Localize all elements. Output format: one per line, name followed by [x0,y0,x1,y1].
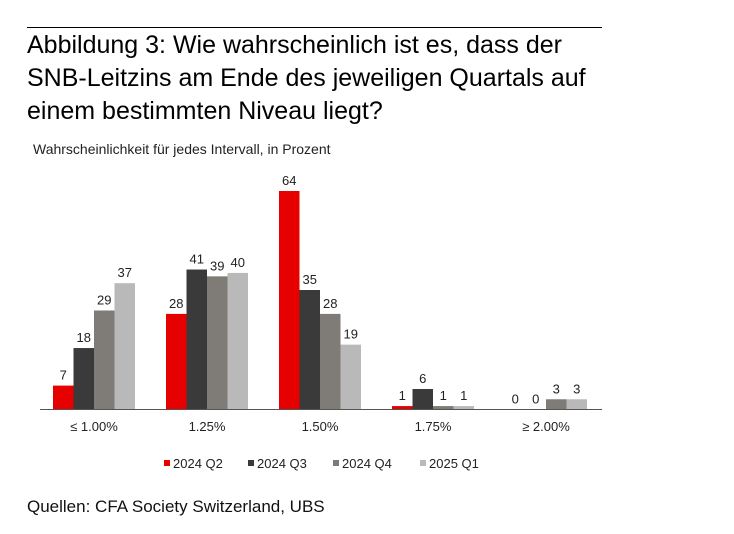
bar-2024-q2-2 [279,191,300,410]
chart-title: Abbildung 3: Wie wahrscheinlich ist es, … [27,31,586,125]
data-label-2024-q2-0: 7 [60,368,67,383]
bar-2024-q4-0 [94,310,115,410]
x-tick-label-1: 1.25% [189,419,226,434]
bar-2025-q1-0 [114,283,135,410]
data-label-2024-q4-1: 39 [210,258,224,273]
bar-2024-q4-2 [320,313,341,410]
legend-swatch-2025-q1 [420,460,426,466]
source-note: Quellen: CFA Society Switzerland, UBS [27,497,325,516]
bar-2024-q4-1 [207,276,228,410]
x-tick-label-4: ≥ 2.00% [522,419,570,434]
bar-2024-q3-0 [73,348,94,410]
data-label-2025-q1-2: 19 [344,327,358,342]
data-label-2025-q1-1: 40 [231,255,245,270]
data-label-2024-q2-3: 1 [399,388,406,403]
data-label-2024-q4-4: 3 [553,381,560,396]
legend-label-2024-q3: 2024 Q3 [257,456,307,471]
legend-swatch-2024-q4 [333,460,339,466]
bar-2024-q3-3 [412,389,433,410]
x-tick-label-2: 1.50% [302,419,339,434]
data-label-2024-q3-4: 0 [532,392,539,407]
data-label-2024-q2-4: 0 [512,392,519,407]
title-rule [27,27,602,28]
data-label-2025-q1-0: 37 [118,265,132,280]
data-label-2024-q2-2: 64 [282,173,296,188]
legend-label-2025-q1: 2025 Q1 [429,456,479,471]
bar-2024-q4-4 [546,399,567,410]
bar-2024-q3-2 [299,290,320,410]
bar-2024-q3-1 [186,269,207,410]
legend-label-2024-q4: 2024 Q4 [342,456,392,471]
legend-swatch-2024-q2 [164,460,170,466]
bar-2025-q1-1 [227,272,248,410]
data-label-2024-q4-2: 28 [323,296,337,311]
data-label-2024-q4-0: 29 [97,292,111,307]
chart-subtitle: Wahrscheinlichkeit für jedes Intervall, … [33,141,331,157]
bar-2024-q4-3 [433,406,454,410]
data-label-2024-q3-1: 41 [190,252,204,267]
bar-2024-q2-1 [166,313,187,410]
data-label-2024-q3-3: 6 [419,371,426,386]
data-label-2024-q3-0: 18 [77,330,91,345]
legend-label-2024-q2: 2024 Q2 [173,456,223,471]
bar-2024-q2-3 [392,406,413,410]
data-label-2024-q2-1: 28 [169,296,183,311]
legend-swatch-2024-q3 [248,460,254,466]
bar-2024-q2-0 [53,385,74,410]
bar-2025-q1-4 [566,399,587,410]
x-tick-label-3: 1.75% [415,419,452,434]
data-label-2024-q4-3: 1 [440,388,447,403]
data-label-2025-q1-4: 3 [573,381,580,396]
bar-2025-q1-3 [453,406,474,410]
x-tick-label-0: ≤ 1.00% [70,419,118,434]
bar-2025-q1-2 [340,344,361,410]
data-label-2024-q3-2: 35 [303,272,317,287]
data-label-2025-q1-3: 1 [460,388,467,403]
